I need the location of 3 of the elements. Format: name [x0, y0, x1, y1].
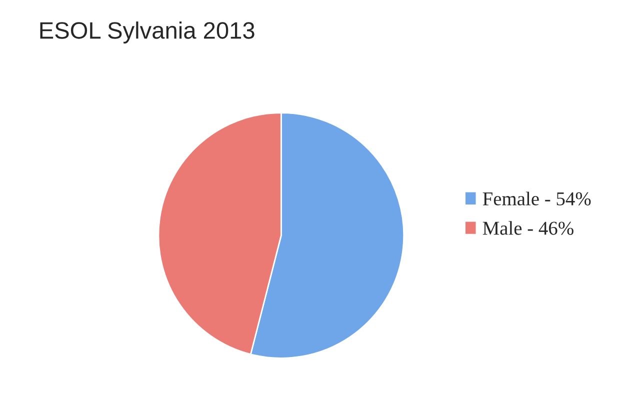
legend-label: Male - 46%	[482, 221, 574, 235]
legend-label: Female - 54%	[482, 192, 591, 206]
chart-title: ESOL Sylvania 2013	[40, 21, 254, 44]
